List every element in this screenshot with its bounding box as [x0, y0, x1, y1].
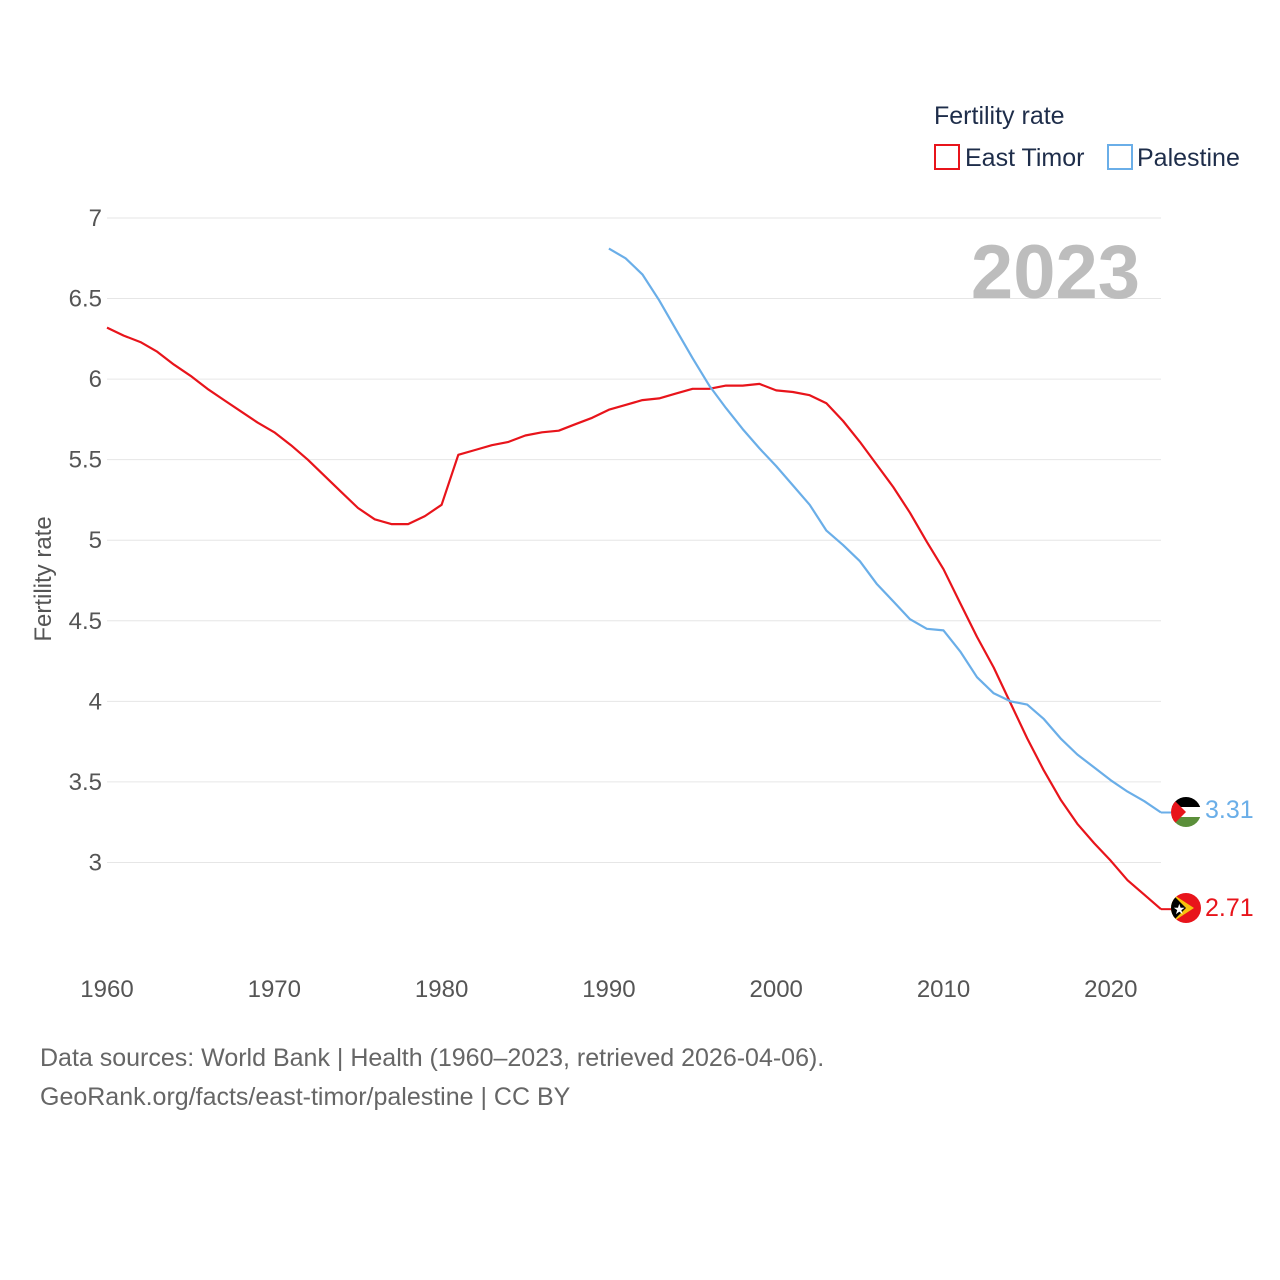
y-axis-ticks: 3 3.5 4 4.5 5 5.5 6 6.5 7 [69, 205, 102, 876]
series-line-palestine[interactable] [608, 247, 1162, 814]
x-tick-label: 1990 [582, 976, 635, 1003]
x-tick-label: 2000 [750, 976, 803, 1003]
svg-text:★: ★ [1173, 902, 1186, 918]
east-timor-flag-icon: ★ [1171, 893, 1201, 923]
y-tick-label: 3.5 [69, 769, 102, 796]
x-axis-ticks: 1960 1970 1980 1990 2000 2010 2020 [80, 976, 1137, 1003]
y-tick-label: 6.5 [69, 286, 102, 313]
legend-label-east-timor: East Timor [965, 144, 1084, 172]
legend-swatch-palestine [1107, 144, 1133, 170]
legend-label-palestine: Palestine [1137, 144, 1240, 172]
y-tick-label: 3 [89, 849, 102, 876]
series [106, 247, 1172, 911]
palestine-flag-icon [1171, 797, 1201, 827]
gridlines [107, 217, 1161, 863]
legend-item-palestine[interactable]: Palestine [1107, 144, 1240, 172]
y-tick-label: 4.5 [69, 608, 102, 635]
y-tick-label: 5.5 [69, 447, 102, 474]
legend-item-east-timor[interactable]: East Timor [934, 144, 1084, 172]
end-value-label-east-timor: 2.71 [1205, 894, 1254, 922]
x-tick-label: 1960 [80, 976, 133, 1003]
x-tick-label: 2010 [917, 976, 970, 1003]
y-tick-label: 5 [89, 527, 102, 554]
y-tick-label: 6 [89, 366, 102, 393]
series-line-east-timor[interactable] [106, 326, 1162, 911]
end-value-label-palestine: 3.31 [1205, 796, 1254, 824]
footer-attribution-line: GeoRank.org/facts/east-timor/palestine |… [40, 1083, 571, 1111]
x-tick-label: 1970 [248, 976, 301, 1003]
x-tick-label: 2020 [1084, 976, 1137, 1003]
legend: Fertility rate East Timor Palestine [934, 102, 1240, 172]
y-axis-label: Fertility rate [30, 516, 57, 641]
year-label: 2023 [971, 230, 1140, 315]
footer-source-line: Data sources: World Bank | Health (1960–… [40, 1044, 825, 1072]
y-tick-label: 7 [89, 205, 102, 232]
legend-swatch-east-timor [934, 144, 960, 170]
legend-title: Fertility rate [934, 102, 1065, 130]
x-tick-label: 1980 [415, 976, 468, 1003]
y-tick-label: 4 [89, 688, 102, 715]
